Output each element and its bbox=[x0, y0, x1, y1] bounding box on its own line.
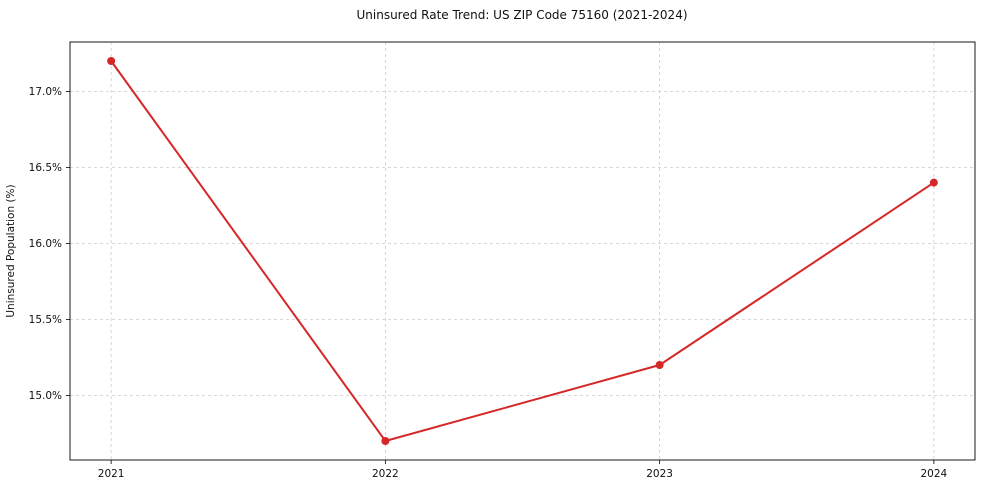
x-tick-label: 2021 bbox=[98, 468, 125, 480]
y-tick-label: 15.0% bbox=[29, 390, 62, 402]
axis-ticks: 2021 2022 2023 2024 15.0% 15.5% 16.0% 16.5% 17.0… bbox=[29, 86, 948, 480]
data-point-marker bbox=[929, 178, 938, 187]
x-tick-label: 2024 bbox=[920, 468, 947, 480]
data-point-marker bbox=[107, 57, 116, 65]
x-tick-label: 2023 bbox=[646, 468, 673, 480]
y-tick-label: 17.0% bbox=[29, 86, 62, 98]
y-tick-label: 16.5% bbox=[29, 162, 62, 174]
plot-border bbox=[69, 41, 976, 461]
data-point-marker bbox=[381, 437, 390, 445]
y-tick-label: 15.5% bbox=[29, 314, 62, 326]
x-tick-label: 2022 bbox=[372, 468, 399, 480]
y-axis-label: Uninsured Population (%) bbox=[5, 184, 17, 317]
chart-title: Uninsured Rate Trend: US ZIP Code 75160 … bbox=[356, 8, 687, 22]
data-point-marker bbox=[655, 361, 664, 369]
gridlines bbox=[70, 42, 975, 460]
y-tick-label: 16.0% bbox=[29, 238, 62, 250]
trend-line bbox=[110, 60, 935, 442]
trend-line-series bbox=[107, 57, 938, 445]
